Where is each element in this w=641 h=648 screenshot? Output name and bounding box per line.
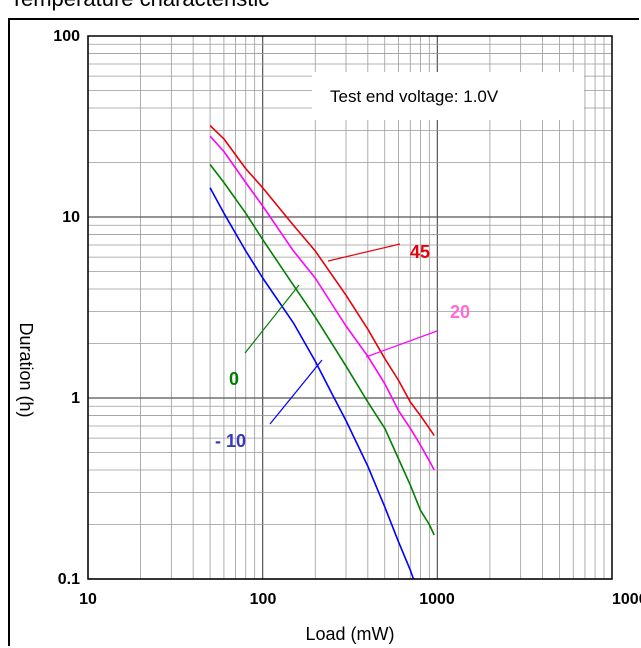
series-label-20: 20 (450, 302, 470, 322)
leader-line-45 (327, 243, 401, 262)
grid (87, 36, 612, 580)
y-tick-label: 1 (71, 390, 80, 407)
leader-line-0 (244, 284, 300, 354)
series-label-minus-10: - 10 (215, 431, 246, 451)
leader-line-20 (365, 330, 438, 358)
series-layer (209, 125, 435, 580)
x-tick-label: 100 (250, 591, 277, 608)
y-tick-label: 100 (53, 28, 80, 45)
annotation-background (312, 72, 584, 120)
y-axis-label: Duration (h) (16, 322, 36, 417)
x-tick-label: 10000 (612, 591, 641, 608)
x-tick-label: 10 (79, 591, 97, 608)
chart-title-cropped: Temperature characteristic (10, 0, 269, 12)
y-tick-label: 10 (62, 209, 80, 226)
leader-line-minus-10 (269, 359, 323, 425)
annotation-box: Test end voltage: 1.0V (312, 72, 584, 120)
series-line-20 (209, 135, 435, 471)
series-label-0: 0 (229, 369, 239, 389)
plot-border (87, 35, 613, 580)
plot-area (88, 36, 612, 579)
leader-lines (244, 243, 438, 425)
y-tick-label: 0.1 (58, 571, 80, 588)
series-line-45 (209, 125, 435, 437)
x-axis-label: Load (mW) (305, 624, 394, 644)
series-label-45: 45 (410, 242, 430, 262)
annotation-text: Test end voltage: 1.0V (330, 87, 499, 106)
figure-frame (8, 18, 639, 646)
x-tick-label: 1000 (419, 591, 455, 608)
series-line-10-minus (209, 187, 415, 580)
series-line-0 (209, 164, 435, 536)
